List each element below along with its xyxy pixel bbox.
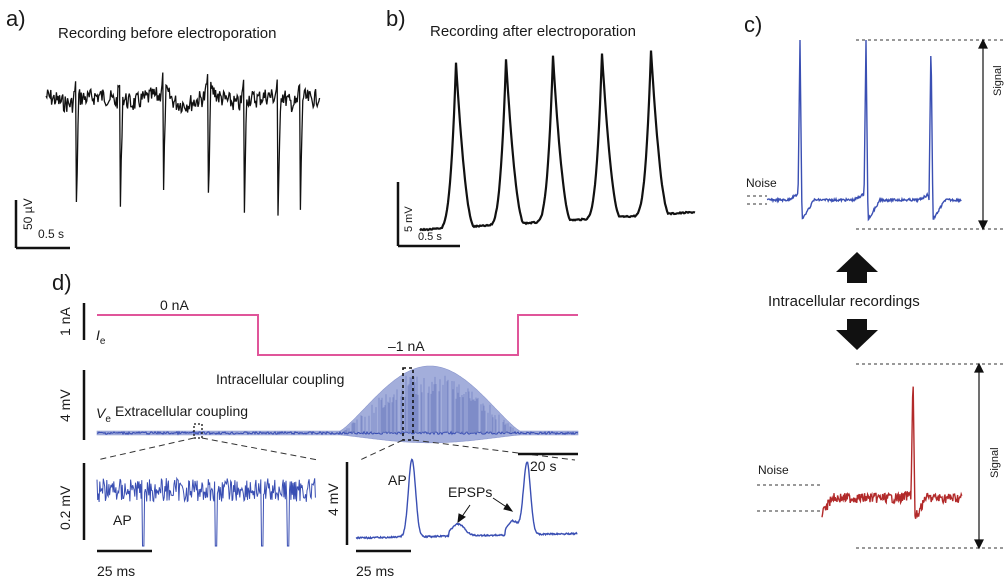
panel-d-inset-left-time: 25 ms [97,563,136,579]
panel-d-voltage-spikes [344,375,514,433]
panel-d-inset-right-scale: 4 mV [325,483,341,516]
panel-c-bottom-trace [821,386,963,519]
panel-d-inset-left-trace [96,476,316,547]
panel-b-label: b) [386,6,406,31]
panel-c-top-guides [747,39,1003,230]
panel-c-center-text: Intracellular recordings [768,293,920,310]
panel-a-trace [45,72,321,216]
panel-c-top-noise: Noise [746,176,777,190]
panel-d-current-symbol-sub: e [99,335,106,347]
panel-a-title: Recording before electroporation [58,25,277,42]
panel-d-voltage-symbol-letter: V [96,405,106,421]
panel-d-inset-right-trace [355,458,578,540]
panel-d-label: d) [52,270,72,295]
panel-b-title: Recording after electroporation [430,23,636,40]
panel-a-scalebar-x: 0.5 s [38,227,65,241]
panel-d-current-0: 0 nA [160,297,189,313]
panel-d-inset-right-time: 25 ms [356,563,395,579]
panel-d-inset-right-epsp: EPSPs [448,484,493,500]
panel-a-scalebar [14,200,70,250]
panel-d-current-step [97,314,578,356]
panel-d-voltage-symbol: Ve [96,406,111,425]
panel-d-intracellular-label: Intracellular coupling [216,371,345,387]
panel-b-trace [419,50,696,232]
panel-c-bottom-signal-arrow [974,362,984,550]
panel-d-inset-left-scale: 0.2 mV [57,485,73,530]
panel-d-voltage-scale: 4 mV [57,389,73,422]
panel-d-current-scale: 1 nA [57,307,73,336]
panel-d-current-symbol: Ie [96,328,105,347]
panel-c-top-signal-arrow [978,38,988,231]
panel-d-current-symbol-letter: I [96,327,100,343]
panel-c-up-arrow-icon [836,252,878,283]
panel-b-scalebar-x: 0.5 s [418,231,442,243]
panel-d-zoom-lines [96,437,576,461]
panel-d-intracellular-box [402,367,414,441]
panel-c-label: c) [744,12,763,37]
panel-d-voltage-trace [96,430,579,436]
panel-b-scalebar [396,182,460,248]
panel-c-bottom-noise: Noise [758,463,789,477]
panel-d-inset-right-ap: AP [388,472,407,488]
panel-d-time-scale: 20 s [530,458,557,474]
panel-d-extracellular-label: Extracellular coupling [115,403,249,419]
panel-d-extracellular-box [193,423,203,439]
panel-a-label: a) [6,6,26,31]
panel-c-top-trace [766,39,962,222]
panel-d-current-neg: –1 nA [388,338,425,354]
panel-d-epsp-arrows [457,497,514,524]
panel-d-inset-left-ap: AP [113,512,132,528]
panel-c-down-arrow-icon [836,319,878,350]
panel-d-voltage-symbol-sub: e [105,413,111,425]
